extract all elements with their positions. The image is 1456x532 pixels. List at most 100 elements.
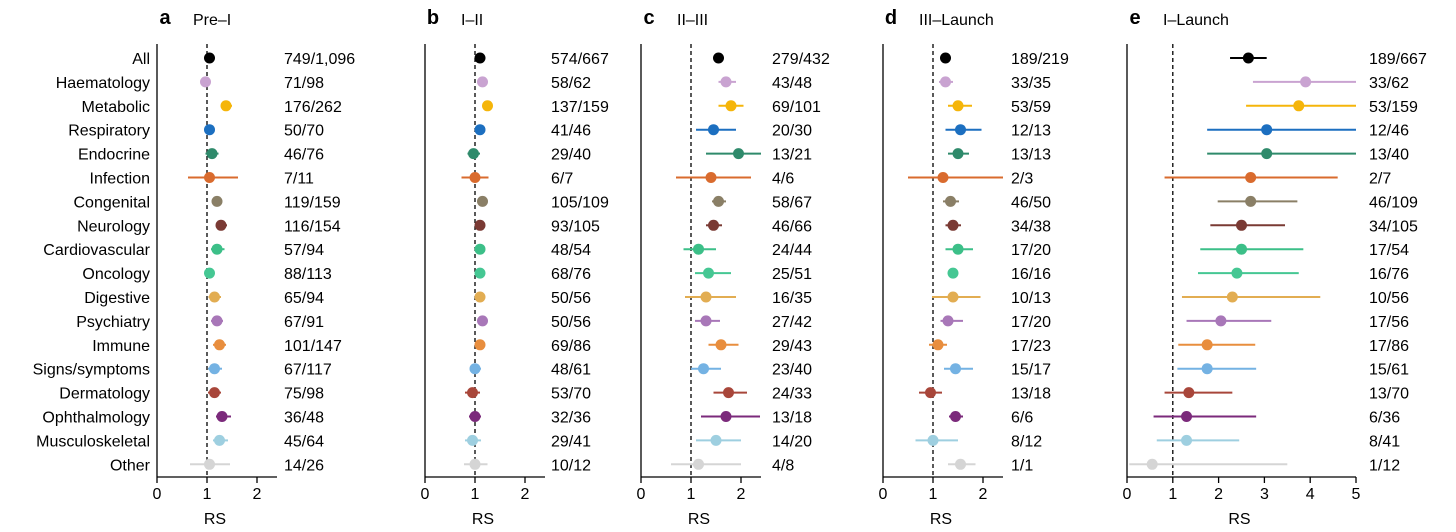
estimate-point (1183, 387, 1195, 399)
estimate-point (474, 52, 486, 64)
count-label: 13/21 (772, 147, 812, 164)
category-label: Digestive (84, 290, 150, 307)
count-label: 93/105 (551, 218, 600, 235)
estimate-point (477, 76, 488, 88)
count-label: 53/59 (1011, 99, 1051, 116)
count-label: 101/147 (284, 338, 342, 355)
count-label: 176/262 (284, 99, 342, 116)
estimate-point (1201, 363, 1213, 375)
estimate-point (952, 148, 964, 160)
count-label: 14/20 (772, 433, 812, 450)
count-label: 13/18 (1011, 386, 1051, 403)
estimate-point (204, 52, 215, 64)
category-label: Neurology (77, 218, 150, 235)
estimate-point (947, 267, 959, 279)
count-label: 65/94 (284, 290, 324, 307)
x-tick-label: 2 (979, 486, 988, 503)
x-tick-label: 0 (153, 486, 162, 503)
estimate-point (209, 363, 220, 375)
x-tick-label: 1 (471, 486, 480, 503)
count-label: 53/70 (551, 386, 591, 403)
category-label: Congenital (74, 194, 151, 211)
category-label: Immune (92, 338, 150, 355)
estimate-point (937, 172, 949, 183)
estimate-point (214, 339, 225, 351)
estimate-point (1236, 219, 1247, 231)
count-label: 46/76 (284, 147, 324, 164)
count-label: 1/1 (1011, 457, 1033, 474)
count-label: 749/1,096 (284, 51, 355, 68)
count-label: 24/33 (772, 386, 812, 403)
estimate-point (945, 195, 956, 207)
x-axis-title: RS (930, 511, 952, 528)
count-label: 116/154 (284, 218, 341, 235)
x-tick-label: 0 (421, 486, 430, 503)
x-tick-label: 0 (1123, 486, 1132, 503)
estimate-point (1293, 100, 1305, 112)
count-label: 36/48 (284, 410, 324, 427)
category-label: Ophthalmology (42, 410, 150, 427)
count-label: 12/46 (1369, 123, 1409, 140)
estimate-point (693, 243, 704, 255)
estimate-point (216, 411, 228, 422)
x-axis-title: RS (472, 511, 494, 528)
panel-title: I–II (461, 12, 483, 29)
estimate-point (947, 291, 959, 303)
count-label: 69/86 (551, 338, 591, 355)
category-label: All (132, 51, 150, 68)
count-label: 69/101 (772, 99, 821, 116)
count-label: 25/51 (772, 266, 812, 283)
estimate-point (952, 243, 964, 255)
category-label: Endocrine (78, 147, 150, 164)
estimate-point (1245, 195, 1257, 207)
estimate-point (469, 172, 481, 183)
count-label: 119/159 (284, 194, 341, 211)
count-label: 17/20 (1011, 314, 1051, 331)
estimate-point (720, 411, 732, 422)
count-label: 17/86 (1369, 338, 1409, 355)
count-label: 46/109 (1369, 194, 1418, 211)
estimate-point (952, 100, 964, 112)
count-label: 6/7 (551, 171, 573, 188)
x-tick-label: 0 (637, 486, 646, 503)
count-label: 279/432 (772, 51, 830, 68)
panel-letter: e (1129, 7, 1140, 29)
estimate-point (477, 195, 488, 207)
x-tick-label: 4 (1306, 486, 1315, 503)
count-label: 8/12 (1011, 433, 1042, 450)
estimate-point (1300, 76, 1312, 88)
count-label: 57/94 (284, 242, 324, 259)
count-label: 32/36 (551, 410, 591, 427)
estimate-point (1181, 434, 1193, 446)
count-label: 68/76 (551, 266, 591, 283)
category-label: Signs/symptoms (33, 362, 150, 379)
count-label: 71/98 (284, 75, 324, 92)
x-tick-label: 2 (737, 486, 746, 503)
estimate-point (211, 315, 223, 327)
count-label: 20/30 (772, 123, 812, 140)
estimate-point (708, 124, 719, 136)
x-tick-label: 2 (253, 486, 262, 503)
count-label: 2/3 (1011, 171, 1033, 188)
estimate-point (700, 315, 712, 327)
estimate-point (955, 124, 966, 136)
count-label: 6/36 (1369, 410, 1400, 427)
count-label: 29/41 (551, 433, 591, 450)
count-label: 48/61 (551, 362, 591, 379)
count-label: 48/54 (551, 242, 591, 259)
estimate-point (942, 315, 954, 327)
estimate-point (955, 458, 966, 470)
count-label: 75/98 (284, 386, 324, 403)
count-label: 29/43 (772, 338, 812, 355)
estimate-point (1236, 243, 1247, 255)
estimate-point (723, 387, 734, 399)
estimate-point (733, 148, 744, 160)
estimate-point (204, 458, 215, 470)
count-label: 34/105 (1369, 218, 1418, 235)
estimate-point (467, 434, 478, 446)
x-tick-label: 1 (203, 486, 212, 503)
estimate-point (940, 76, 951, 88)
estimate-point (474, 243, 486, 255)
estimate-point (1146, 458, 1158, 470)
estimate-point (932, 339, 944, 351)
